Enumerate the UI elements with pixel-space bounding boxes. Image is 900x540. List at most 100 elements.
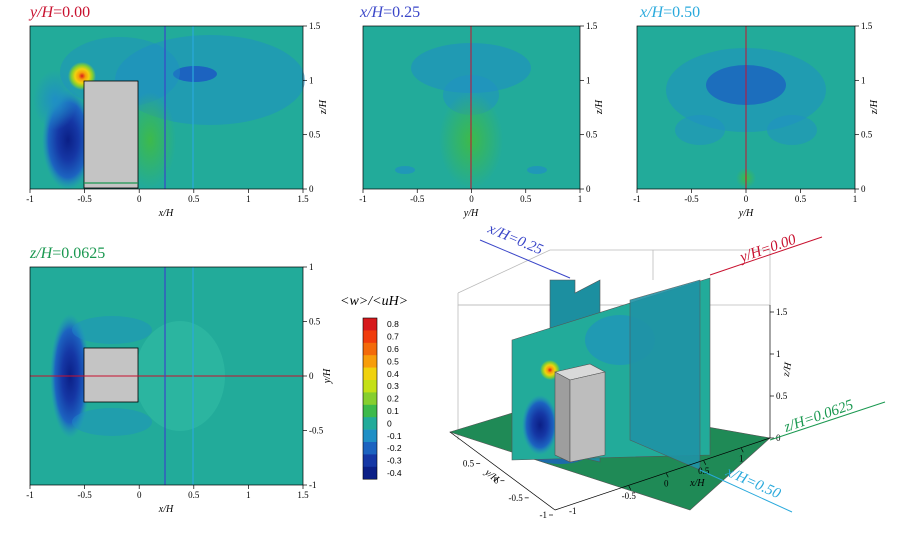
callout-line-x050 [699,469,793,513]
tick-label: -0.5 [410,194,425,204]
tick-label: 1 [578,194,583,204]
plane-x050 [629,279,701,471]
tick-label: -0.5 [622,491,637,501]
colorbar-swatch [363,342,377,356]
axis-ticks-x: -0.5 0 0.5 1 [622,448,744,501]
tick-label: 1 [776,349,781,359]
colorbar-swatch [363,318,377,331]
contour-downwash-core [173,66,217,82]
tick-label: 1 [246,194,251,204]
tick-label: 1.5 [776,307,788,317]
panel-title-value: =0.00 [53,4,90,21]
tick-label: 0.2 [387,394,399,404]
contour-front [33,70,77,130]
axis-ticks-y: 0.5 0 -0.5 -1 [463,459,553,520]
tick-label: 0.5 [309,317,321,327]
x-axis-label: x/H [689,478,705,489]
axis-ticks-z: 0 0.5 1 1.5 [770,307,788,443]
tick-label: 0 [137,490,142,500]
y-axis-label: z/H [594,99,605,115]
colorbar-swatch [363,355,377,368]
axis-ticks: -1 -0.5 0 0.5 100.511.5 [359,21,598,204]
panel-title-value: =0.0625 [52,245,105,262]
tick-label: 1.5 [861,21,873,31]
tick-label: -0.5 [309,426,324,436]
x-tick [703,460,707,465]
tick-label: 0.5 [776,391,788,401]
tick-label: 1 [309,75,314,85]
tick-label: 1.5 [297,194,309,204]
tick-label: 0.5 [463,459,475,469]
tick-label: -0.1 [387,431,402,441]
tick-label: 0.4 [387,369,399,379]
tick-label: -0.3 [387,456,402,466]
tick-label: 0 [664,478,669,488]
x-tick [628,485,632,490]
axis-ticks: -1 -0.5 0 0.5 1 1.5-1-0.500.51 [26,262,323,500]
plot-frame [29,25,304,190]
colorbar-swatch [363,454,377,468]
tick-label: -1 [26,490,34,500]
tick-label: 0.5 [188,490,200,500]
callout-z: z/H=0.0625 [781,397,856,436]
contour-ground-left [395,166,415,174]
tick-label: 0 [137,194,142,204]
panel-xy-section: z/H=0.0625 -1 -0.5 0 0.5 1 1.5-1-0.500.51 x/H… [26,245,333,515]
colorbar: <w>/<uH> 0.8 0.7 0.6 0.5 0.4 0.3 0.2 0.1 0 -0.1 -0… [340,294,408,480]
tick-label: 0 [387,418,392,428]
tick-label: -1 [26,194,34,204]
building-right [569,371,606,463]
tick-label: 0.5 [861,130,873,140]
tick-label: 0.5 [586,130,598,140]
tick-label: 0.5 [309,130,321,140]
contour-lobe-left [675,115,725,145]
tick-label: 1 [861,75,866,85]
tick-label: 0.5 [795,194,807,204]
contour-lobe-right [767,115,817,145]
tick-label: 0 [744,194,749,204]
panel-title-y0: y/H=0.00 [28,4,90,21]
panel-yz-section-025: x/H=0.25 -1 -0.5 0 0.5 100.511.5 y/H z/H [359,4,605,219]
x-axis-label: x/H [158,504,174,515]
callout-line-z [769,401,886,441]
tick-label: 0.6 [387,344,399,354]
panel-title-x025: x/H=0.25 [359,4,420,21]
tick-label: 0 [469,194,474,204]
tick-label: 0.5 [188,194,200,204]
callout-x025: x/H=0.25 [485,221,546,259]
building-left [554,371,571,463]
tick-label: 1.5 [309,21,321,31]
panel-title-value: =0.25 [383,4,420,21]
tick-label: -0.5 [684,194,699,204]
contour-ground-right [527,166,547,174]
y-axis-label: y/H [322,368,333,384]
panel-title-var: z/H [29,245,54,262]
tick-label: -1 [540,510,548,520]
tick-label: -1 [569,506,577,516]
tick-label: 0.5 [387,356,399,366]
building-block [83,347,139,403]
tick-label: 1.5 [586,21,598,31]
tick-label: 0 [309,371,314,381]
tick-label: 0.5 [520,194,532,204]
colorbar-swatch [363,392,377,406]
x-axis-label: x/H [158,208,174,219]
tick-label: 0.1 [387,406,399,416]
colorbar-swatch [363,404,377,418]
callout-line-y0 [709,236,823,276]
panel-title-var: y/H [28,4,55,21]
tick-label: 0 [309,184,314,194]
tick-label: 0.3 [387,381,399,391]
tick-label: 1 [246,490,251,500]
contour-side-top [72,316,152,344]
panel-3d-view: 0 0.5 1 1.5 z/H -0.5 0 0.5 1 x/H 0.5 0 -0.5 -1 y/… [449,221,886,520]
panel-xz-section: y/H=0.00 -1 -0.5 0 0.5 1 1.500.511.5 x/H z/H [26,4,329,219]
tick-label: -0.5 [77,490,92,500]
tick-label: -0.5 [508,493,523,503]
y-axis-label: z/H [318,99,329,115]
contour-front-down [522,395,558,455]
panel-title-z: z/H=0.0625 [29,245,105,262]
colorbar-swatches: 0.8 0.7 0.6 0.5 0.4 0.3 0.2 0.1 0 -0.1 -0.2 -0.3 -0.… [362,317,402,480]
panel-title-var: x/H [639,4,665,21]
